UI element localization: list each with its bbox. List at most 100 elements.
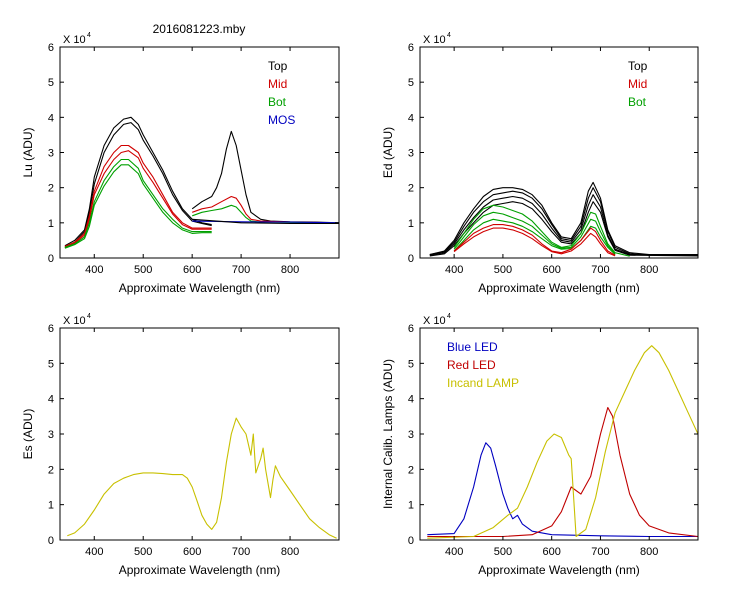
y-multiplier: X 10	[63, 315, 86, 327]
series-line-bot-a	[64, 158, 212, 248]
legend-entry-bot: Bot	[268, 95, 287, 109]
y-exponent: 4	[447, 313, 451, 320]
series-group	[67, 417, 337, 539]
y-tick-label: 4	[408, 112, 414, 124]
y-tick-label: 2	[48, 464, 54, 476]
y-tick-label: 2	[408, 464, 414, 476]
y-tick-label: 4	[48, 112, 54, 124]
y-tick-label: 0	[408, 253, 414, 265]
y-tick-label: 1	[48, 500, 54, 512]
series-line-mid-1	[453, 224, 616, 256]
series-line-top-red	[191, 130, 339, 224]
y-tick-label: 4	[48, 394, 54, 406]
x-axis-label: Approximate Wavelength (nm)	[478, 563, 640, 577]
x-tick-label: 400	[85, 546, 103, 558]
y-exponent: 4	[447, 32, 451, 39]
legend-entry-mid: Mid	[628, 77, 647, 91]
legend-entry-mid: Mid	[268, 77, 287, 91]
y-tick-label: 3	[48, 429, 54, 441]
y-tick-label: 5	[48, 358, 54, 370]
series-line-mid-b	[64, 150, 212, 248]
legend-entry-incand-lamp: Incand LAMP	[447, 376, 519, 390]
x-tick-label: 700	[232, 546, 250, 558]
series-line-base	[192, 218, 339, 225]
y-tick-label: 6	[48, 323, 54, 335]
x-tick-label: 600	[543, 264, 561, 276]
series-line-blue-led	[427, 442, 698, 538]
y-tick-label: 5	[48, 77, 54, 89]
y-tick-label: 1	[48, 218, 54, 230]
series-line-mid-red	[192, 195, 339, 224]
series-line-top-b	[64, 122, 212, 248]
x-tick-label: 700	[232, 264, 250, 276]
series-line-bot-1	[453, 204, 630, 257]
y-multiplier: X 10	[423, 315, 446, 327]
y-tick-label: 4	[408, 394, 414, 406]
x-tick-label: 600	[183, 264, 201, 276]
x-tick-label: 500	[134, 546, 152, 558]
x-tick-label: 800	[640, 546, 658, 558]
series-line-top-2	[429, 187, 698, 256]
x-tick-label: 800	[640, 264, 658, 276]
x-tick-label: 500	[494, 264, 512, 276]
x-tick-label: 800	[281, 264, 299, 276]
legend-entry-blue-led: Blue LED	[447, 340, 498, 354]
y-tick-label: 2	[408, 183, 414, 195]
series-line-mid-a	[64, 144, 212, 247]
y-tick-label: 3	[408, 148, 414, 160]
x-tick-label: 400	[445, 264, 463, 276]
y-axis-label: Es (ADU)	[21, 409, 35, 460]
y-axis-label: Internal Calib. Lamps (ADU)	[381, 359, 395, 509]
legend-entry-top: Top	[628, 59, 648, 73]
y-multiplier: X 10	[63, 34, 86, 46]
series-group	[427, 345, 698, 539]
y-tick-label: 3	[408, 429, 414, 441]
y-axis-label: Ed (ADU)	[381, 127, 395, 178]
y-tick-label: 0	[48, 535, 54, 547]
series-group	[429, 181, 698, 257]
series-line-mid-2	[453, 227, 616, 257]
y-tick-label: 2	[48, 183, 54, 195]
y-tick-label: 6	[408, 42, 414, 54]
series-line-red-led	[427, 406, 698, 538]
x-tick-label: 400	[85, 264, 103, 276]
figure-title: 2016081223.mby	[153, 22, 246, 36]
x-tick-label: 800	[281, 546, 299, 558]
series-line-es	[67, 417, 337, 539]
x-tick-label: 600	[543, 546, 561, 558]
y-exponent: 4	[87, 32, 91, 39]
y-tick-label: 1	[408, 500, 414, 512]
x-tick-label: 400	[445, 546, 463, 558]
x-axis-label: Approximate Wavelength (nm)	[478, 281, 640, 295]
legend-entry-mos: MOS	[268, 113, 295, 127]
x-tick-label: 500	[134, 264, 152, 276]
y-tick-label: 3	[48, 148, 54, 160]
legend-entry-red-led: Red LED	[447, 358, 496, 372]
series-line-bot-b	[64, 164, 212, 249]
series-group	[64, 116, 339, 249]
series-line-incand-lamp	[427, 345, 698, 539]
y-tick-label: 6	[408, 323, 414, 335]
y-tick-label: 5	[408, 358, 414, 370]
x-axis-label: Approximate Wavelength (nm)	[119, 281, 281, 295]
y-axis-label: Lu (ADU)	[21, 127, 35, 177]
legend-entry-top: Top	[268, 59, 288, 73]
x-axis-label: Approximate Wavelength (nm)	[119, 563, 281, 577]
y-tick-label: 1	[408, 218, 414, 230]
x-tick-label: 700	[591, 546, 609, 558]
y-multiplier: X 10	[423, 34, 446, 46]
series-line-top-a	[64, 116, 212, 247]
x-tick-label: 500	[494, 546, 512, 558]
y-tick-label: 0	[48, 253, 54, 265]
series-line-bot-3	[453, 218, 616, 255]
x-tick-label: 700	[591, 264, 609, 276]
y-exponent: 4	[87, 313, 91, 320]
series-line-bot-2	[453, 211, 616, 255]
series-line-top-3	[429, 194, 698, 257]
x-tick-label: 600	[183, 546, 201, 558]
